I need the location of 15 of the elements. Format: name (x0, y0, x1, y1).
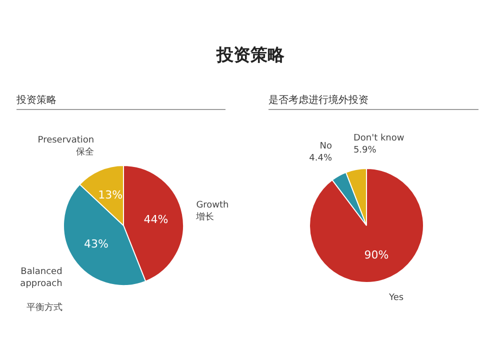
slice-label: Don't know (353, 134, 404, 144)
data-label: 44% (144, 212, 168, 226)
chart-title: 投资策略 (16, 94, 56, 106)
text: 投资策略 (216, 46, 286, 66)
slice-label: No (320, 141, 332, 152)
slice-label: Yes (388, 292, 404, 303)
data-label: 4.4% (309, 153, 332, 164)
data-label: 90% (364, 248, 389, 262)
chart-title: 是否考虑进行境外投资 (268, 94, 368, 106)
data-label: 13% (98, 188, 123, 202)
data-label: 5.9% (353, 146, 377, 156)
data-label: 43% (84, 238, 108, 251)
category-label: Balanced approach 平衡方式 (20, 267, 62, 314)
slice-label: Growth 增长 (195, 200, 229, 223)
slice-label: Preservation 保全 (38, 136, 94, 158)
